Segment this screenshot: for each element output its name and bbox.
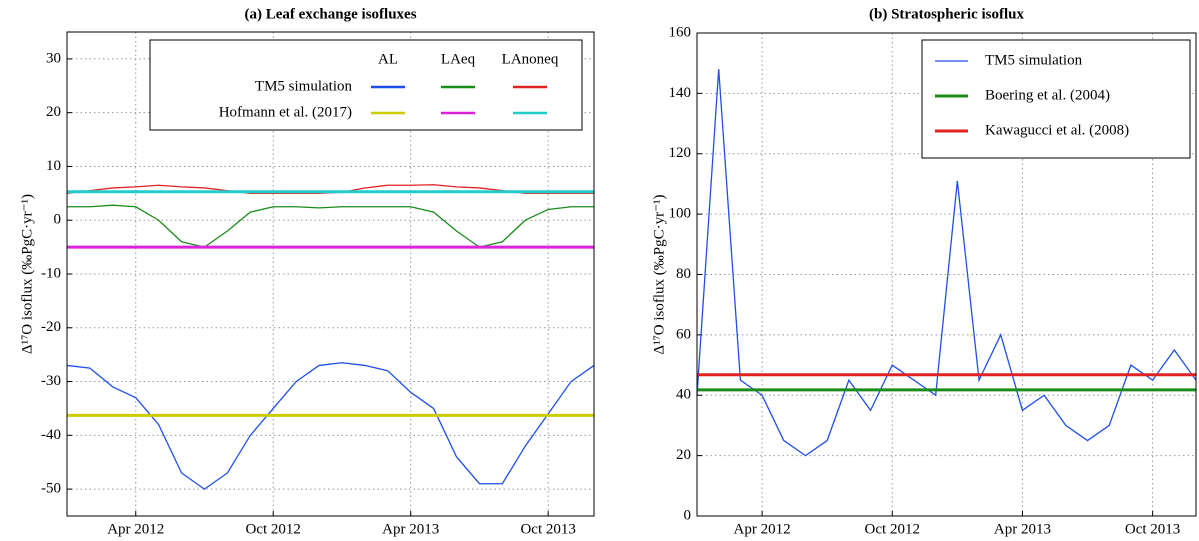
legend: AL LAeq LAnoneq TM5 simulation Hofmann et al…: [149, 39, 583, 131]
x-tick-label: Oct 2012: [865, 521, 920, 537]
y-tick-label: 40: [676, 387, 691, 403]
y-tick-label: 60: [676, 326, 691, 342]
y-axis-label: Δ¹⁷O isoflux (‰PgC·yr⁻¹): [651, 194, 667, 354]
legend-label: Boering et al. (2004): [985, 87, 1110, 103]
x-tick-label: Oct 2013: [520, 521, 575, 537]
y-tick-label: 20: [676, 447, 691, 463]
y-tick-label: -30: [41, 373, 61, 389]
x-tick-label: Apr 2012: [107, 521, 164, 537]
legend-label: TM5 simulation: [985, 52, 1083, 68]
y-axis-label: Δ¹⁷O isoflux (‰PgC·yr⁻¹): [19, 194, 35, 354]
x-tick-label: Apr 2013: [382, 521, 439, 537]
y-tick-label: 10: [46, 158, 61, 174]
y-tick-label: 100: [669, 206, 692, 222]
legend-box: [921, 39, 1191, 159]
legend-label: Kawagucci et al. (2008): [985, 122, 1129, 138]
chart-title: (a) Leaf exchange isofluxes: [244, 6, 416, 22]
legend-label: TM5 simulation: [255, 78, 353, 94]
y-tick-label: 160: [669, 24, 692, 40]
y-tick-label: -20: [41, 319, 61, 335]
x-tick-label: Apr 2013: [994, 521, 1051, 537]
x-tick-label: Apr 2012: [734, 521, 791, 537]
y-tick-label: 140: [669, 85, 692, 101]
y-tick-label: 30: [46, 50, 61, 66]
legend-column-label: AL: [378, 51, 398, 67]
x-tick-label: Oct 2013: [1125, 521, 1180, 537]
legend-column-label: LAnoneq: [502, 51, 559, 67]
data-line: [66, 362, 595, 490]
plot-frame: [696, 32, 1197, 517]
chart-title: (b) Stratospheric isoflux: [869, 6, 1024, 22]
plot-frame: [66, 31, 595, 517]
y-tick-label: 0: [684, 507, 692, 523]
y-tick-label: 80: [676, 266, 691, 282]
x-tick-label: Oct 2012: [246, 521, 301, 537]
legend-label: Hofmann et al. (2017): [219, 104, 352, 120]
y-tick-label: 20: [46, 104, 61, 120]
data-line: [696, 69, 1197, 457]
y-tick-label: 120: [669, 145, 692, 161]
y-tick-label: -40: [41, 427, 61, 443]
legend: TM5 simulation Boering et al. (2004) Kawag…: [921, 39, 1191, 159]
legend-column-label: LAeq: [441, 51, 476, 67]
y-tick-label: 0: [54, 212, 62, 228]
data-line: [67, 204, 594, 248]
y-tick-label: -10: [41, 265, 61, 281]
legend-box: [149, 39, 583, 131]
y-tick-label: -50: [41, 481, 61, 497]
